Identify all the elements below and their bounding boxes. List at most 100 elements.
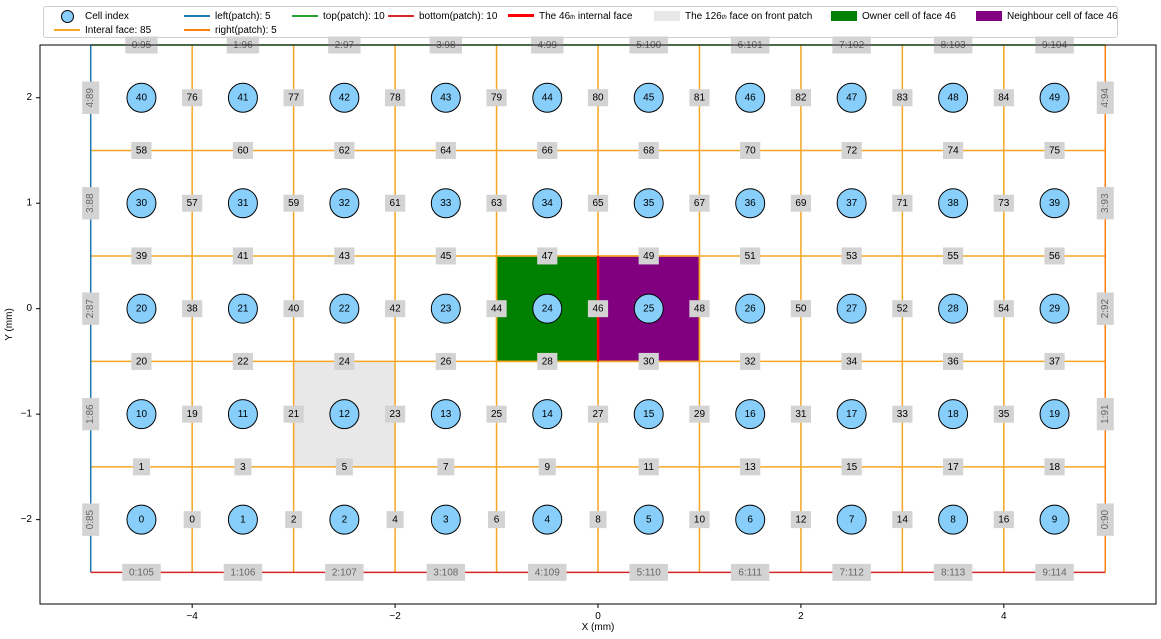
boundary-face-label-text: 0:105 [129,567,154,578]
cell-circle [1039,399,1070,430]
cell-circle [735,82,766,113]
cell-marker: 13 [430,399,461,430]
internal-face-label-box [486,405,507,423]
boundary-face-label: 3:108 [426,563,466,581]
boundary-face-label-text: 6:111 [738,567,762,578]
internal-face-label-box [638,352,659,370]
internal-face-label-text: 29 [694,409,706,420]
cell-marker: 34 [532,188,563,219]
internal-face-label-box [790,405,812,423]
internal-face-label-box [335,458,353,476]
internal-face-label-text: 64 [440,145,452,156]
internal-face-label: 52 [892,300,913,318]
boundary-face-label-box [1035,563,1074,581]
internal-face-label: 47 [537,247,558,265]
internal-face-label-text: 28 [542,356,554,367]
internal-face-label-box [790,511,812,529]
boundary-face-label-box [82,81,100,114]
internal-face-label-text: 72 [846,145,858,156]
internal-face-label-text: 31 [795,409,807,420]
cell-circle [938,82,969,113]
internal-face-label-text: 54 [998,304,1010,315]
internal-face-label: 50 [790,300,812,318]
internal-face-label-text: 34 [846,356,858,367]
cell-marker: 14 [532,399,563,430]
boundary-face-label-text: 2:87 [85,299,96,319]
internal-face-label-box [384,300,406,318]
cell-marker: 48 [938,82,969,113]
cell-label: 16 [745,409,757,420]
internal-face-label: 5 [335,458,353,476]
cell-label: 19 [1049,409,1061,420]
cell-label: 29 [1049,304,1061,315]
cell-marker: 35 [633,188,664,219]
internal-face-label-text: 4 [392,515,398,526]
cell-label: 46 [745,93,757,104]
boundary-face-label-box [832,563,871,581]
internal-face-label-text: 8 [595,515,601,526]
internal-face-label-text: 57 [187,198,199,209]
cell-label: 8 [950,515,956,526]
internal-face-label-text: 71 [897,198,909,209]
cell-circle [633,293,664,324]
legend-item: Neighbour cell of face 46 [976,10,1118,22]
cell-marker: 24 [532,293,563,324]
cell-label: 45 [643,93,655,104]
boundary-face-label-text: 4:94 [1100,88,1111,108]
internal-face-label: 3 [234,458,252,476]
internal-face-label-box [790,300,812,318]
internal-face-label-box [689,89,710,107]
internal-face-label-text: 43 [339,251,351,262]
internal-face-label-text: 63 [491,198,503,209]
internal-face-label-box [435,141,456,159]
internal-face-label: 21 [283,405,304,423]
internal-face-label: 17 [942,458,964,476]
boundary-face-label-box [528,563,567,581]
cell-marker: 26 [735,293,766,324]
internal-face-label-text: 6 [494,515,500,526]
boundary-face-label: 0:90 [1096,503,1114,536]
internal-face-label-box [232,352,254,370]
internal-face-label: 66 [537,141,558,159]
internal-face-label-text: 84 [998,93,1010,104]
boundary-face-label-text: 3:88 [85,193,96,213]
x-tick-label: −2 [389,611,401,622]
internal-face-label-text: 82 [795,93,807,104]
internal-face-label-box [993,511,1014,529]
internal-face-label: 43 [334,247,355,265]
internal-face-label-text: 26 [440,356,452,367]
boundary-face-label: 1:86 [82,397,100,431]
x-tick-label: 0 [595,611,601,622]
cell-label: 24 [542,304,554,315]
internal-face-label: 82 [790,89,812,107]
legend-item: The 126th face on front patch [654,10,812,22]
internal-face-label-box [993,405,1014,423]
legend-label: top(patch): 10 [323,10,385,22]
cell-circle [126,293,157,324]
boundary-face-label-box [1096,292,1114,325]
internal-face-label-text: 42 [390,304,402,315]
cell-marker: 7 [836,504,867,535]
internal-face-label: 79 [486,89,507,107]
cell-marker: 37 [836,188,867,219]
internal-face-label-text: 40 [288,304,300,315]
internal-face-label: 28 [537,352,558,370]
cell-circle [227,504,258,535]
internal-face-label-text: 1 [139,462,145,473]
internal-face-label: 48 [689,300,710,318]
internal-face-label-text: 10 [694,515,706,526]
internal-face-label: 78 [384,89,406,107]
cell-circle [329,399,360,430]
internal-face-label-box [486,89,507,107]
cell-circle [836,82,867,113]
boundary-face-label-text: 4:89 [85,88,96,108]
boundary-face-label-text: 1:106 [230,567,255,578]
boundary-face-label: 4:109 [528,563,567,581]
cell-circle [329,188,360,219]
internal-face-label: 59 [283,194,304,212]
internal-face-label-text: 11 [644,462,655,473]
internal-face-label-text: 59 [288,198,300,209]
boundary-face-label-box [730,563,770,581]
internal-face-label-text: 73 [998,198,1010,209]
internal-face-label-box [486,194,507,212]
